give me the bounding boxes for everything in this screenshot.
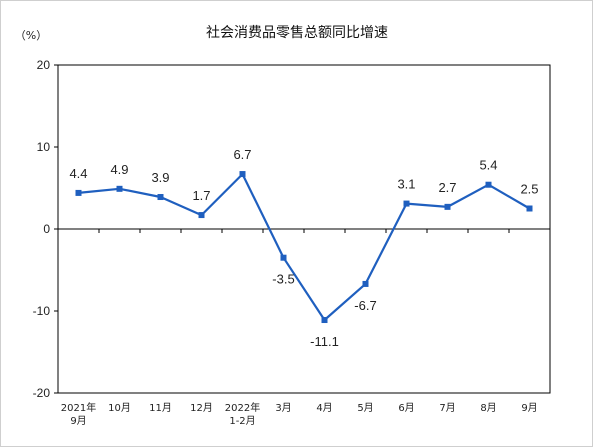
data-point [485,181,492,188]
data-label: 6.7 [233,147,251,162]
x-tick-label: 10月 [108,402,131,414]
data-label: 4.9 [110,162,128,177]
data-label: -3.5 [272,272,294,287]
data-point [198,212,205,219]
x-tick-label: 9月 [521,402,537,414]
x-tick-label: 11月 [149,402,172,414]
y-tick-label: 0 [43,222,50,236]
y-tick-label: 10 [37,140,51,154]
data-point [116,185,123,192]
data-label: 2.7 [438,180,456,195]
y-axis: 20 10 0 -10 -20 [33,58,58,400]
data-point [362,280,369,287]
x-tick-label: 7月 [439,402,455,414]
data-point [157,194,164,201]
data-point [239,171,246,178]
data-point [280,254,287,261]
y-tick-label: -10 [33,304,51,318]
x-tick-label: 2021年 [61,401,96,414]
y-tick-label: 20 [37,58,51,72]
x-tick-label: 12月 [190,402,213,414]
series-path [78,173,531,322]
data-label: 4.4 [69,166,87,181]
x-tick-label: 6月 [398,402,414,414]
data-label: -6.7 [354,298,376,313]
x-tick-label: 2022年 [225,401,260,414]
data-point [526,205,533,212]
x-tick-label: 8月 [480,402,496,414]
data-label: -11.1 [310,334,339,349]
x-tick-label: 4月 [316,402,332,414]
x-tick-label: 9月 [70,415,86,427]
data-label: 1.7 [192,188,210,203]
data-label: 2.5 [520,182,538,197]
data-point [403,200,410,207]
x-tick-label: 3月 [275,402,291,414]
data-point [444,203,451,210]
data-label: 3.9 [151,170,169,185]
y-axis-unit: （%） [15,29,47,42]
x-tick-label: 5月 [357,402,373,414]
y-tick-label: -20 [33,386,51,400]
x-tick-label: 1-2月 [229,415,255,427]
data-point [321,317,328,324]
data-label: 5.4 [479,158,497,173]
chart-title: 社会消费品零售总额同比增速 [206,25,388,41]
data-label: 3.1 [397,177,415,192]
data-point [75,189,82,196]
series-line [75,171,533,324]
data-labels: 4.4 4.9 3.9 1.7 6.7 -3.5 -11.1 -6.7 3.1 2.7 5.4 2.5 [69,147,538,349]
